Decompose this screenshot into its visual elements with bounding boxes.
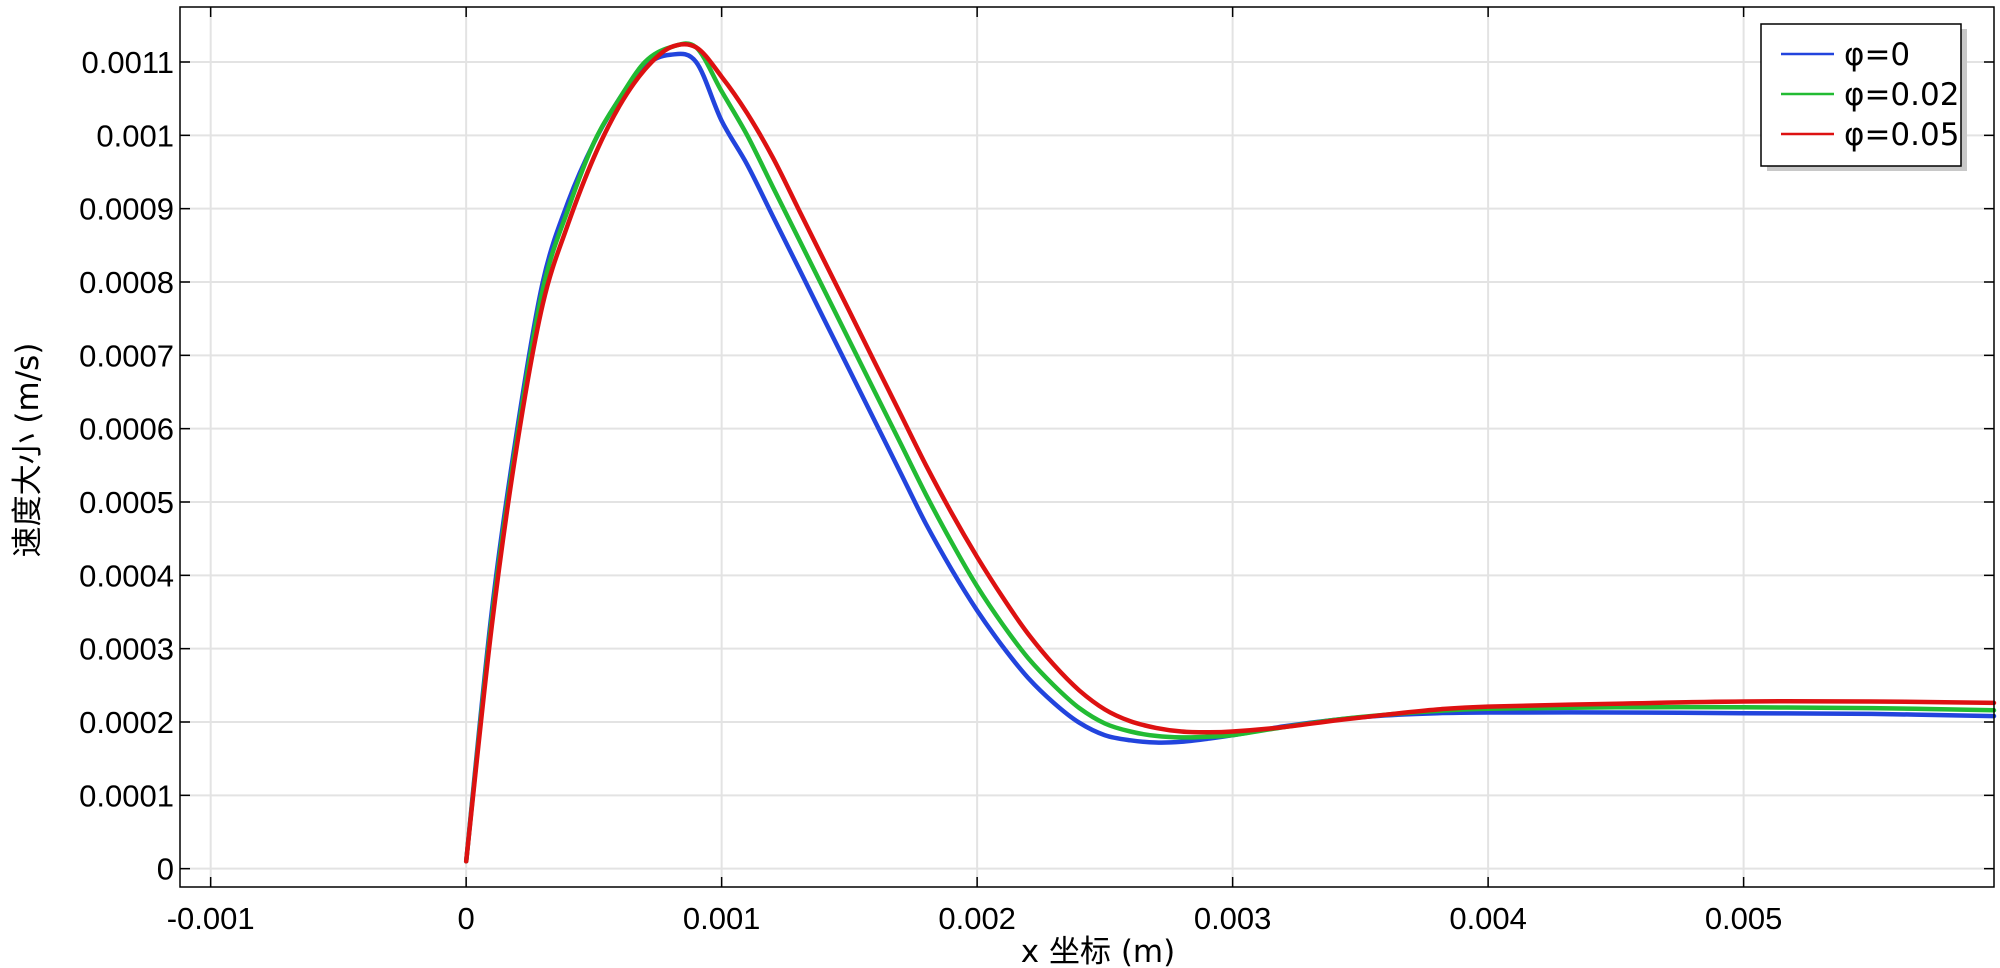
y-axis-label: 速度大小 (m/s)	[10, 343, 46, 558]
legend: φ=0 φ=0.02 φ=0.05	[1760, 23, 1967, 171]
series-group	[463, 41, 1997, 864]
ticks	[180, 7, 1994, 887]
y-tick-label: 0.0004	[79, 558, 174, 593]
plot-frame	[179, 6, 1995, 888]
legend-label-2: φ=0.05	[1844, 117, 1959, 153]
x-tick-label: 0.004	[1449, 901, 1527, 936]
y-tick-label: 0.0007	[79, 338, 174, 373]
x-axis-label: x 坐标 (m)	[1021, 934, 1175, 968]
y-tick-label: 0.0001	[79, 778, 174, 813]
y-tick-label: 0.0008	[79, 265, 174, 300]
x-tick-label: 0.003	[1194, 901, 1272, 936]
y-tick-label: 0.0011	[81, 45, 174, 80]
x-tick-label: 0.002	[938, 901, 1016, 936]
legend-label-0: φ=0	[1844, 37, 1910, 73]
x-tick-label: 0.001	[683, 901, 761, 936]
y-tick-label: 0.0009	[79, 192, 174, 227]
x-tick-label: -0.001	[167, 901, 255, 936]
y-tick-label: 0.0003	[79, 632, 174, 667]
tick-labels: -0.001 0 0.001 0.002 0.003 0.004 0.005 0 0.0001 0…	[79, 45, 1782, 936]
y-tick-label: 0.0006	[79, 412, 174, 447]
legend-label-1: φ=0.02	[1844, 77, 1959, 113]
y-tick-label: 0.001	[96, 118, 174, 153]
x-tick-label: 0.005	[1705, 901, 1783, 936]
series-line-2	[463, 41, 1997, 864]
x-tick-label: 0	[458, 901, 475, 936]
y-tick-label: 0.0005	[79, 485, 174, 520]
y-tick-label: 0	[157, 852, 174, 887]
grid	[180, 7, 1994, 887]
y-tick-label: 0.0002	[79, 705, 174, 740]
